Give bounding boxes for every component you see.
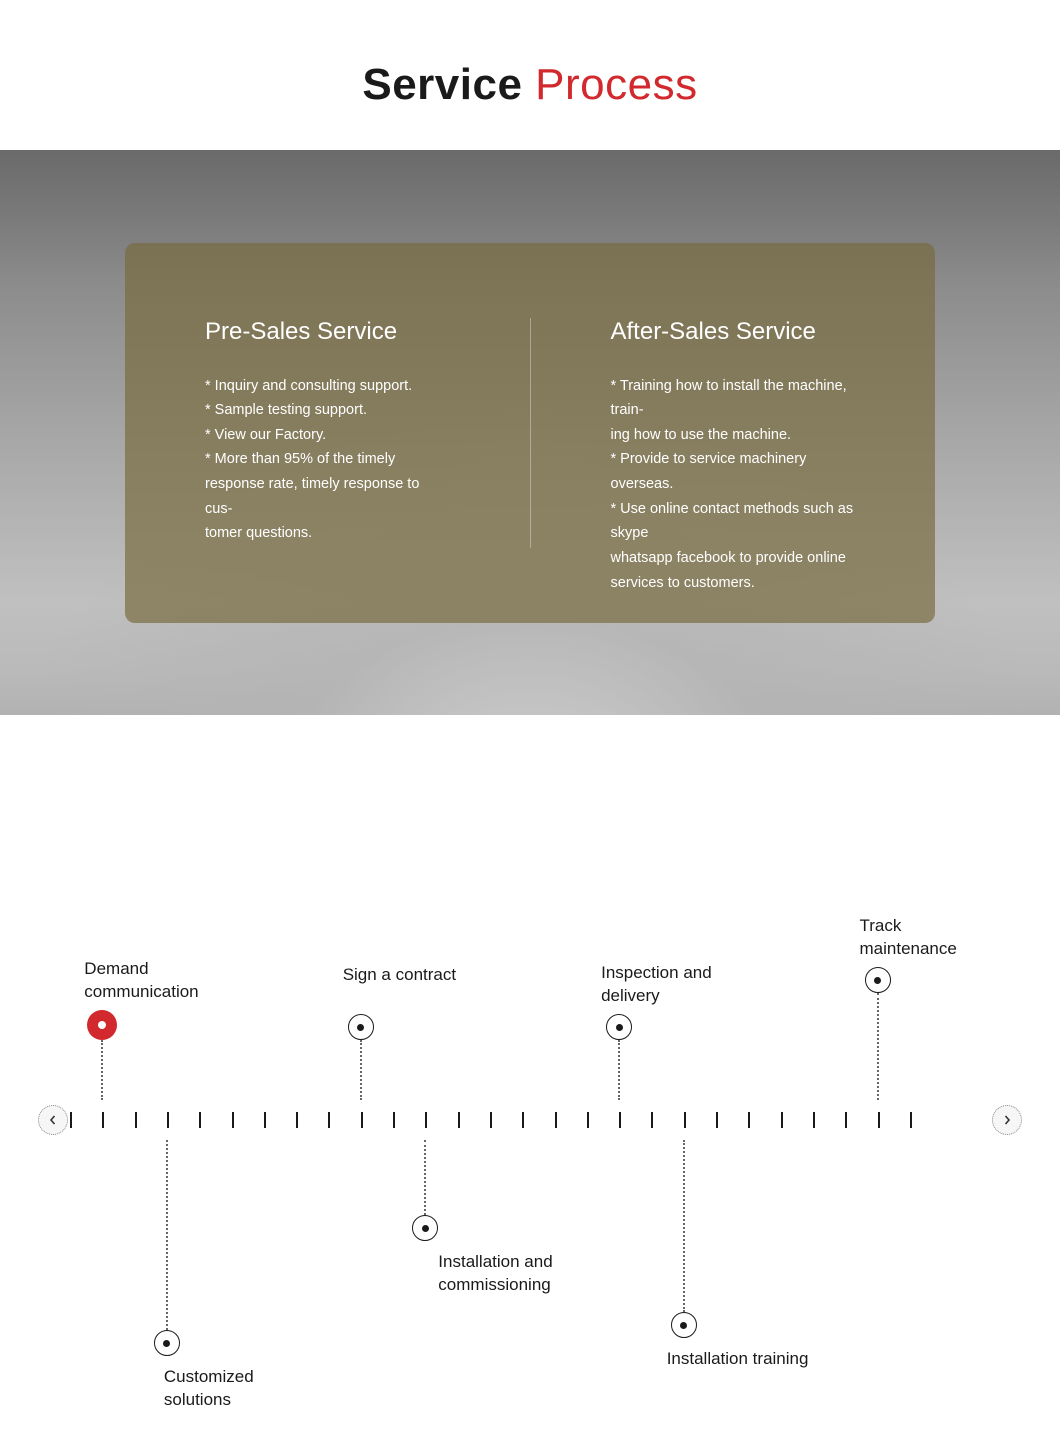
after-sales-column: After-Sales Service * Training how to in… [531,318,936,548]
axis-tick [910,1112,912,1128]
node-stem [424,1140,426,1215]
axis-tick [70,1112,72,1128]
after-sales-heading: After-Sales Service [611,318,856,346]
chevron-right-icon [1002,1115,1012,1125]
axis-tick [748,1112,750,1128]
axis-tick [199,1112,201,1128]
node-stem [166,1140,168,1330]
pre-sales-body: * Inquiry and consulting support. * Samp… [205,374,450,546]
node-dot-inner [357,1024,364,1031]
node-label: Installation and commissioning [438,1251,638,1297]
axis-tick [328,1112,330,1128]
page-title: Service Process [0,60,1060,110]
axis-tick [522,1112,524,1128]
axis-tick [716,1112,718,1128]
node-stem [618,1040,620,1100]
node-label: Customized solutions [164,1366,364,1412]
axis-tick [102,1112,104,1128]
axis-tick [651,1112,653,1128]
after-sales-body: * Training how to install the machine, t… [611,374,856,596]
title-accent: Process [535,60,697,109]
timeline-axis [70,1112,990,1132]
node-dot-inner [874,977,881,984]
node-stem [101,1040,103,1100]
axis-tick [264,1112,266,1128]
axis-tick [813,1112,815,1128]
node-dot-inner [422,1225,429,1232]
node-stem [683,1140,685,1312]
node-label: Sign a contract [343,964,543,987]
node-label: Inspection and delivery [601,962,801,1008]
node-label: Demand communication [84,958,284,1004]
title-black: Service [362,60,522,109]
axis-tick [684,1112,686,1128]
timeline-prev-button[interactable] [38,1105,68,1135]
node-label: Track maintenance [860,915,1060,961]
node-dot [154,1330,180,1356]
node-dot [865,967,891,993]
axis-tick [393,1112,395,1128]
node-dot-inner [680,1322,687,1329]
axis-tick [361,1112,363,1128]
axis-tick [425,1112,427,1128]
axis-tick [619,1112,621,1128]
node-dot-inner [616,1024,623,1031]
axis-tick [296,1112,298,1128]
chevron-left-icon [48,1115,58,1125]
axis-tick [587,1112,589,1128]
pre-sales-heading: Pre-Sales Service [205,318,450,346]
hero-section: Pre-Sales Service * Inquiry and consulti… [0,150,1060,715]
node-dot [348,1014,374,1040]
services-panel: Pre-Sales Service * Inquiry and consulti… [125,243,935,623]
axis-tick [845,1112,847,1128]
node-stem [360,1040,362,1100]
node-label: Installation training [667,1348,887,1371]
axis-tick [781,1112,783,1128]
node-dot-inner [98,1021,106,1029]
timeline-next-button[interactable] [992,1105,1022,1135]
pre-sales-column: Pre-Sales Service * Inquiry and consulti… [125,318,531,548]
node-stem [877,993,879,1100]
node-dot [671,1312,697,1338]
node-dot-inner [163,1340,170,1347]
node-dot [606,1014,632,1040]
axis-tick [490,1112,492,1128]
axis-tick [555,1112,557,1128]
axis-tick [458,1112,460,1128]
axis-tick [167,1112,169,1128]
axis-tick [135,1112,137,1128]
axis-tick [878,1112,880,1128]
axis-tick [232,1112,234,1128]
node-dot [412,1215,438,1241]
timeline-section: Demand communication Customized solutions… [0,715,1060,1435]
page-header: Service Process [0,0,1060,150]
node-dot [87,1010,117,1040]
